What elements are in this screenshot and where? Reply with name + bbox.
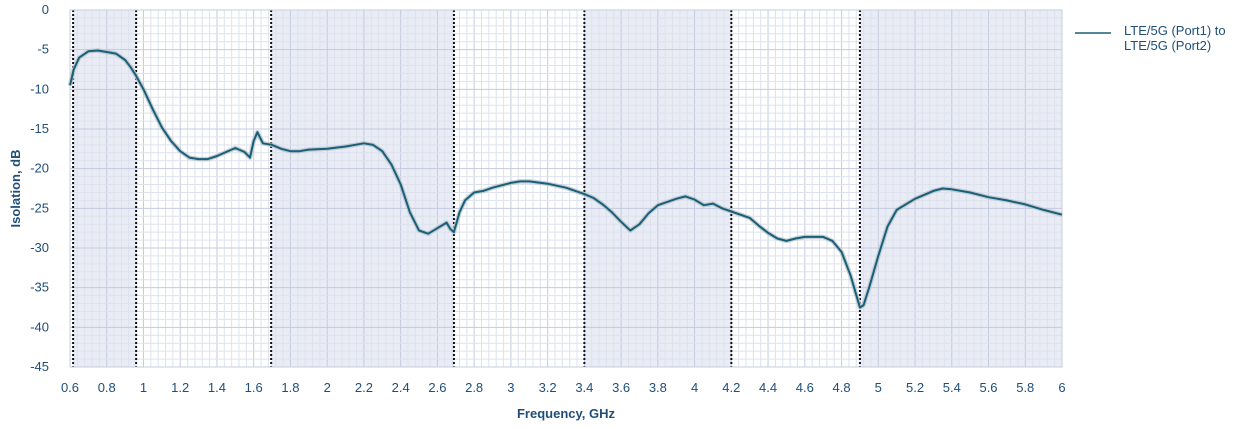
- x-tick-label: 6: [1058, 380, 1065, 395]
- x-tick-label: 5.4: [943, 380, 961, 395]
- x-tick-label: 3: [507, 380, 514, 395]
- y-axis-title: Isolation, dB: [8, 150, 23, 228]
- y-tick-label: -25: [30, 200, 49, 215]
- x-tick-label: 4.4: [759, 380, 777, 395]
- x-tick-label: 1.6: [245, 380, 263, 395]
- x-tick-label: 0.6: [61, 380, 79, 395]
- x-tick-label: 2.6: [428, 380, 446, 395]
- x-tick-labels: 0.6 0.8 1 1.2 1.4 1.6 1.8 2 2.2 2.4 2.6 2.8 3 3.2 3.4 3…: [61, 380, 1066, 395]
- y-tick-label: -5: [37, 42, 49, 57]
- x-axis-title: Frequency, GHz: [517, 406, 616, 421]
- y-tick-label: -15: [30, 121, 49, 136]
- x-tick-label: 1.8: [281, 380, 299, 395]
- x-tick-label: 1: [140, 380, 147, 395]
- y-tick-label: -10: [30, 81, 49, 96]
- shaded-band: [73, 10, 137, 367]
- y-tick-label: -30: [30, 240, 49, 255]
- legend: LTE/5G (Port1) to LTE/5G (Port2): [1075, 23, 1226, 53]
- x-tick-label: 4.6: [796, 380, 814, 395]
- x-tick-label: 1.4: [208, 380, 226, 395]
- x-tick-label: 2: [324, 380, 331, 395]
- x-tick-label: 1.2: [171, 380, 189, 395]
- x-tick-label: 5: [875, 380, 882, 395]
- x-tick-label: 4.2: [722, 380, 740, 395]
- y-tick-label: -35: [30, 280, 49, 295]
- x-tick-label: 2.2: [355, 380, 373, 395]
- y-tick-labels: 0 -5 -10 -15 -20 -25 -30 -35 -40 -45: [30, 2, 49, 374]
- y-tick-label: -20: [30, 161, 49, 176]
- x-tick-label: 3.8: [649, 380, 667, 395]
- legend-label-line: LTE/5G (Port2): [1124, 38, 1211, 53]
- x-tick-label: 5.6: [979, 380, 997, 395]
- shaded-band: [859, 10, 1062, 367]
- x-tick-label: 4: [691, 380, 698, 395]
- legend-label: LTE/5G (Port1) to LTE/5G (Port2): [1124, 23, 1226, 53]
- y-tick-label: -40: [30, 319, 49, 334]
- series-line: [69, 49, 1063, 309]
- x-tick-label: 3.6: [612, 380, 630, 395]
- x-tick-label: 2.8: [465, 380, 483, 395]
- x-tick-label: 0.8: [98, 380, 116, 395]
- x-tick-label: 3.2: [539, 380, 557, 395]
- x-tick-label: 3.4: [575, 380, 593, 395]
- shaded-bands: [73, 10, 1062, 367]
- x-tick-label: 5.8: [1016, 380, 1034, 395]
- shaded-band: [271, 10, 454, 367]
- x-tick-label: 4.8: [833, 380, 851, 395]
- y-tick-label: -45: [30, 359, 49, 374]
- y-tick-label: 0: [42, 2, 49, 17]
- series-lines: [67, 48, 1063, 310]
- x-tick-label: 2.4: [392, 380, 410, 395]
- plot-area-frame: [69, 9, 1063, 368]
- legend-label-line: LTE/5G (Port1) to: [1124, 23, 1226, 38]
- x-tick-label: 5.2: [906, 380, 924, 395]
